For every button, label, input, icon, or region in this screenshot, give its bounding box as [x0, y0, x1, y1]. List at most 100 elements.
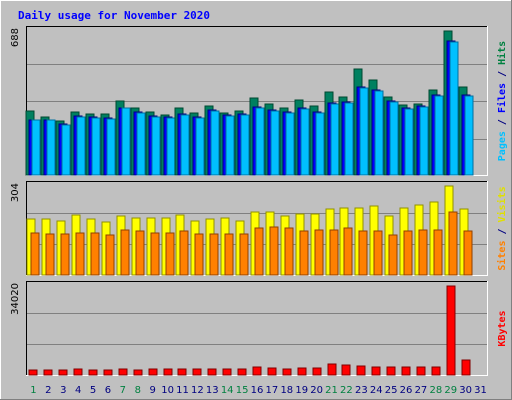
bar-pages-day-24	[374, 90, 384, 176]
x-tick-label-day-22: 22	[340, 385, 353, 396]
panel-kbytes: 34020 KBytes	[10, 281, 508, 376]
bar-kbytes-day-5	[88, 369, 98, 376]
bar-kbytes-day-27	[416, 366, 426, 376]
bar-kbytes-day-13	[207, 368, 217, 376]
bar-kbytes-day-20	[312, 367, 322, 376]
x-tick-label-day-24: 24	[370, 385, 383, 396]
bar-sites-day-12	[194, 233, 204, 276]
bar-pages-day-16	[255, 107, 265, 176]
bar-kbytes-day-17	[267, 367, 277, 376]
bar-sites-day-6	[105, 234, 115, 276]
series-label-part: /	[497, 222, 508, 240]
plot-area	[26, 281, 488, 376]
series-label-part: Sites	[496, 241, 508, 271]
series-label-part: Hits	[496, 41, 508, 65]
bar-kbytes-day-29	[446, 285, 456, 376]
bar-kbytes-day-23	[356, 365, 366, 376]
x-tick-label-day-13: 13	[206, 385, 219, 396]
bar-sites-day-7	[120, 229, 130, 276]
x-tick-label-day-16: 16	[251, 385, 264, 396]
bar-kbytes-day-14	[222, 368, 232, 376]
bar-sites-day-15	[239, 233, 249, 276]
series-label: KBytes	[497, 310, 508, 346]
bar-sites-day-20	[314, 229, 324, 276]
bars-kbytes	[28, 285, 471, 376]
bar-sites-day-24	[373, 230, 383, 276]
x-tick-label-day-9: 9	[149, 385, 155, 396]
x-tick-label-day-11: 11	[176, 385, 189, 396]
bar-kbytes-day-3	[58, 369, 68, 376]
x-tick-label-day-28: 28	[429, 385, 442, 396]
bar-sites-day-3	[60, 233, 70, 276]
bar-kbytes-day-18	[282, 368, 292, 376]
bar-pages-day-13	[210, 110, 220, 176]
bar-sites-day-21	[329, 229, 339, 276]
series-label-part: Files	[496, 83, 508, 113]
bar-kbytes-day-1	[28, 369, 38, 376]
x-tick-label-day-12: 12	[191, 385, 204, 396]
bar-sites-day-18	[284, 227, 294, 276]
bar-pages-day-15	[240, 114, 250, 176]
bar-sites-day-30	[463, 230, 473, 276]
x-tick-label-day-14: 14	[221, 385, 234, 396]
bar-kbytes-day-24	[371, 366, 381, 376]
x-tick-label-day-29: 29	[444, 385, 457, 396]
bar-pages-day-28	[434, 95, 444, 176]
bar-pages-day-12	[195, 117, 205, 176]
series-label-part: Visits	[496, 186, 508, 222]
bars-visits_sites	[26, 185, 473, 276]
bar-kbytes-day-6	[103, 369, 113, 376]
bars-hits_files_pages	[25, 30, 474, 176]
bar-pages-day-11	[180, 114, 190, 176]
x-tick-label-day-2: 2	[45, 385, 51, 396]
bar-pages-day-2	[46, 119, 56, 176]
bar-sites-day-4	[75, 232, 85, 276]
bar-kbytes-day-30	[461, 359, 471, 376]
x-tick-label-day-8: 8	[135, 385, 141, 396]
bar-pages-day-5	[91, 117, 101, 176]
x-tick-label-day-21: 21	[325, 385, 338, 396]
bar-pages-day-22	[344, 102, 354, 176]
x-tick-label-day-30: 30	[459, 385, 472, 396]
bar-sites-day-9	[150, 232, 160, 276]
bar-sites-day-14	[224, 233, 234, 276]
bar-sites-day-27	[418, 229, 428, 276]
bar-pages-day-7	[121, 107, 131, 176]
x-tick-label-day-5: 5	[90, 385, 96, 396]
x-tick-label-day-17: 17	[266, 385, 279, 396]
x-tick-label-day-26: 26	[400, 385, 413, 396]
panels-group: 688 Pages / Files / Hits 304 Sites / Visits…	[10, 26, 508, 376]
bar-sites-day-22	[343, 227, 353, 276]
bar-sites-day-5	[90, 232, 100, 276]
bar-sites-day-29	[448, 211, 458, 276]
x-tick-label-day-4: 4	[75, 385, 81, 396]
bar-kbytes-day-11	[177, 368, 187, 376]
x-tick-label-day-3: 3	[60, 385, 66, 396]
bar-pages-day-23	[359, 87, 369, 176]
bar-pages-day-8	[136, 112, 146, 176]
bar-kbytes-day-21	[327, 363, 337, 376]
series-label-part: KBytes	[497, 310, 508, 346]
x-tick-label-day-25: 25	[385, 385, 398, 396]
bar-pages-day-18	[285, 112, 295, 176]
y-max-label: 34020	[10, 283, 21, 315]
bar-sites-day-28	[433, 229, 443, 276]
bar-pages-day-19	[300, 108, 310, 176]
x-axis: 1 2 3 4 5 6 7 8 9 10 11 12 13 14 15 16 17 18 19 20 21 22 23 24 2…	[30, 385, 487, 396]
bar-pages-day-9	[151, 116, 161, 176]
series-label-part: /	[497, 65, 508, 83]
bar-pages-day-17	[270, 110, 280, 176]
bar-kbytes-day-19	[297, 367, 307, 376]
bar-kbytes-day-15	[237, 368, 247, 376]
bar-kbytes-day-4	[73, 368, 83, 376]
bar-sites-day-1	[30, 232, 40, 276]
bar-sites-day-26	[403, 230, 413, 276]
bar-kbytes-day-12	[192, 368, 202, 376]
x-tick-label-day-15: 15	[236, 385, 249, 396]
series-label: Sites / Visits	[496, 186, 508, 270]
bar-kbytes-day-8	[133, 369, 143, 376]
bar-sites-day-16	[254, 227, 264, 276]
bar-kbytes-day-10	[163, 368, 173, 376]
